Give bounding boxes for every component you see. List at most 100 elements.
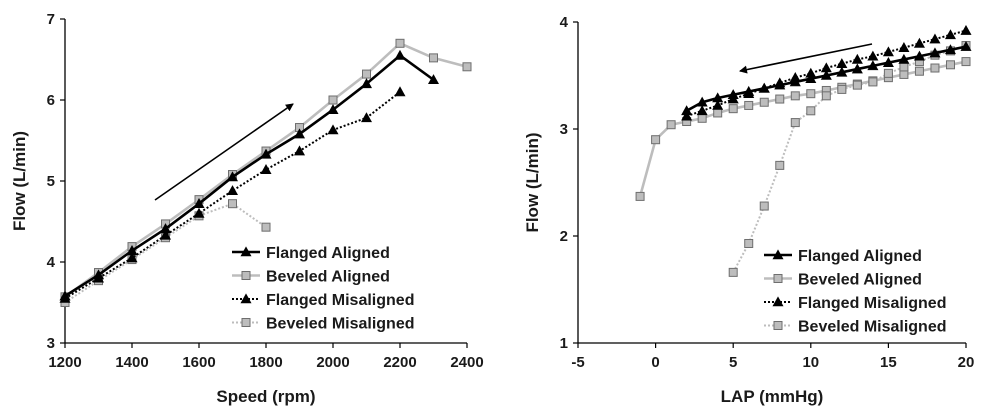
x-tick-label: 1800 — [249, 354, 282, 371]
y-tick-label: 2 — [560, 228, 568, 245]
direction-arrow — [154, 103, 294, 201]
data-point — [666, 120, 676, 130]
legend-marker — [772, 296, 784, 307]
x-tick-label: 0 — [651, 354, 659, 371]
legend-marker — [241, 271, 251, 280]
data-point — [774, 79, 786, 90]
data-point — [651, 135, 661, 145]
data-point — [293, 145, 306, 156]
data-point — [913, 50, 925, 61]
x-axis-label: LAP (mmHg) — [721, 387, 824, 406]
direction-arrow — [739, 43, 873, 74]
data-point — [806, 106, 816, 116]
series-line — [638, 60, 967, 197]
data-point — [228, 199, 237, 209]
data-point — [867, 60, 879, 71]
data-point — [944, 29, 956, 40]
data-point — [775, 94, 785, 104]
data-point — [261, 222, 271, 232]
legend-marker — [240, 293, 252, 304]
data-point — [427, 74, 440, 85]
data-point — [360, 78, 373, 89]
data-point — [394, 86, 406, 97]
data-point — [945, 60, 955, 70]
data-point — [821, 91, 831, 101]
data-point — [898, 42, 910, 52]
x-tick-label: 2000 — [316, 354, 349, 371]
data-point — [961, 57, 971, 67]
data-point — [836, 66, 848, 77]
data-point — [914, 66, 924, 76]
data-point — [126, 252, 138, 263]
x-tick-label: 2200 — [383, 354, 416, 371]
data-point — [743, 85, 755, 96]
data-point — [868, 77, 878, 87]
data-point — [851, 63, 863, 74]
data-point — [836, 58, 848, 69]
legend-marker — [772, 249, 784, 260]
data-point — [696, 105, 708, 116]
y-tick-label: 3 — [47, 335, 55, 352]
legend-label: Flanged Aligned — [798, 248, 922, 265]
y-tick-label: 3 — [560, 121, 568, 138]
legend: Flanged Aligned Beveled Aligned Flanged Mi… — [764, 248, 947, 336]
data-point — [790, 91, 800, 101]
data-point — [960, 24, 972, 35]
data-point — [744, 238, 754, 248]
legend-marker — [241, 318, 251, 327]
x-tick-label: 1400 — [115, 354, 148, 371]
data-point — [159, 229, 172, 240]
data-point — [929, 33, 941, 44]
legend-label: Beveled Misaligned — [798, 319, 947, 336]
x-tick-label: 2400 — [450, 354, 483, 371]
data-point — [759, 97, 769, 107]
legend-label: Beveled Misaligned — [266, 316, 415, 333]
legend-label: Flanged Aligned — [266, 245, 390, 262]
y-tick-label: 4 — [47, 254, 56, 271]
data-point — [193, 207, 205, 218]
data-point — [697, 113, 707, 123]
x-tick-label: 1200 — [48, 354, 81, 371]
data-point — [260, 164, 272, 174]
data-point — [712, 92, 724, 103]
series-line — [732, 44, 967, 273]
y-axis-label: Flow (L/min) — [523, 132, 542, 232]
x-tick-label: 15 — [880, 354, 897, 371]
x-tick-label: -5 — [571, 354, 584, 371]
data-point — [226, 171, 239, 182]
data-point — [851, 53, 863, 64]
data-point — [327, 124, 339, 135]
data-point — [929, 47, 941, 58]
data-point — [852, 80, 862, 90]
data-point — [899, 62, 909, 72]
data-point — [713, 108, 723, 118]
x-tick-label: 10 — [802, 354, 819, 371]
legend-marker — [240, 246, 252, 257]
x-axis-label: Speed (rpm) — [216, 387, 315, 406]
y-tick-label: 4 — [560, 14, 569, 31]
series-flanged-aligned — [681, 40, 972, 116]
data-point — [59, 290, 71, 301]
data-point — [806, 89, 816, 99]
data-point — [805, 73, 817, 84]
data-point — [930, 63, 940, 73]
data-point — [867, 50, 879, 61]
data-point — [727, 89, 739, 100]
data-point — [362, 69, 371, 79]
data-point — [960, 40, 972, 51]
series-beveled-misaligned — [728, 41, 971, 277]
data-point — [882, 57, 894, 67]
legend-label: Flanged Misaligned — [266, 292, 414, 309]
data-point — [394, 49, 406, 60]
data-point — [789, 76, 801, 87]
data-point — [898, 53, 910, 64]
data-point — [360, 112, 373, 123]
data-point — [327, 104, 339, 115]
legend-label: Beveled Aligned — [266, 269, 390, 286]
data-point — [429, 53, 438, 63]
data-point — [681, 105, 693, 116]
legend-marker — [773, 274, 783, 283]
legend: Flanged Aligned Beveled Aligned Flanged Mi… — [232, 245, 415, 333]
data-point — [944, 44, 956, 55]
data-point — [759, 201, 769, 211]
